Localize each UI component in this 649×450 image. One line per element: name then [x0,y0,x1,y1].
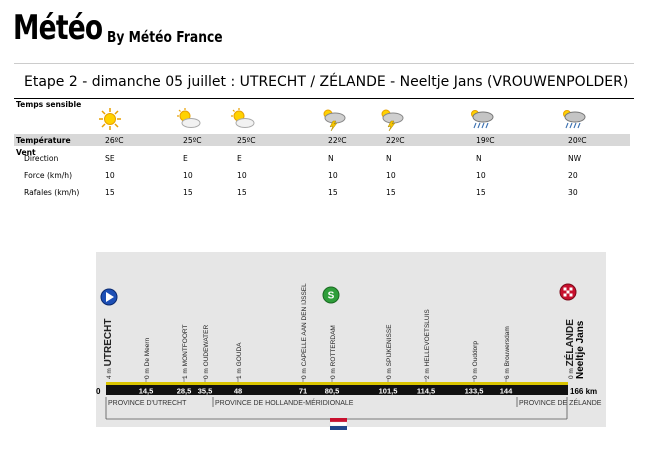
temperature-row-bg [14,134,630,146]
place-label: 6 m Brouwersdam [504,326,511,379]
direction-value: N [476,154,482,163]
km-label: 35,5 [198,387,213,396]
place-label: 1 m GOUDA [236,342,243,379]
km-label: 114,5 [417,387,435,396]
rain-icon [559,107,587,131]
km-label: 101,5 [379,387,398,396]
direction-value: N [386,154,392,163]
place-label: 1 m MONTFOORT [182,325,189,379]
gusts-value: 15 [328,188,338,197]
force-value: 10 [386,171,396,180]
storm-icon [377,107,405,132]
gusts-value: 15 [105,188,115,197]
km-label: 71 [299,387,307,396]
stage-profile: 0 166 km 4 m UTRECHT 14,5 0 m De Meern 28,5… [96,252,606,430]
page-title: Météo [13,8,103,48]
temp-value: 25ºC [237,136,256,145]
gusts-value: 30 [568,188,578,197]
km-label: 144 [500,387,513,396]
km-label: 14,5 [139,387,154,396]
place-label: 0 m CAPELLE AAN DEN IJSSEL [301,283,308,379]
gusts-value: 15 [386,188,396,197]
temp-value: 25ºC [183,136,202,145]
place-label: 0 m ROTTERDAM [330,325,337,379]
place-label: 0 m SPIJKENISSE [386,324,393,379]
force-value: 20 [568,171,578,180]
place-label: 4 m UTRECHT [103,319,114,379]
gusts-value: 15 [237,188,247,197]
profile-background [96,252,606,427]
direction-value: N [328,154,334,163]
label-temperature: Température [16,136,71,145]
sun-icon [96,107,124,131]
label-wind: Vent [16,148,36,157]
label-gusts: Rafales (km/h) [24,188,80,197]
place-label: 0 m OUDEWATER [203,325,210,379]
force-value: 10 [476,171,486,180]
temp-value: 22ºC [386,136,405,145]
sprint-label: S [328,291,335,302]
place-label: 0 m Ouddorp [472,341,479,379]
temp-value: 22ºC [328,136,347,145]
byline: By Météo France [107,28,223,46]
start-icon [100,288,118,306]
label-direction: Direction [24,154,59,163]
netherlands-flag-icon [329,418,348,430]
finish-sublabel: Neeltje Jans [575,320,586,379]
province-zuid-holland: PROVINCE DE HOLLANDE-MÉRIDIONALE [215,398,354,407]
rain-icon [467,107,495,131]
km-label: 28,5 [177,387,192,396]
finish-icon [559,283,577,301]
direction-value: SE [105,154,115,163]
force-value: 10 [105,171,115,180]
temp-value: 19ºC [476,136,495,145]
km-label: 133,5 [465,387,484,396]
km-start: 0 [96,387,101,396]
place-label: 0 m De Meern [144,337,151,379]
stage-heading-box: Etape 2 - dimanche 05 juillet : UTRECHT … [14,63,634,99]
km-label: 48 [234,387,242,396]
gusts-value: 15 [183,188,193,197]
province-utrecht: PROVINCE D'UTRECHT [108,400,187,407]
place-label: 0 m ZÉLANDE [563,319,576,379]
province-zeeland: PROVINCE DE ZÉLANDE [519,398,602,407]
profile-road [106,382,568,385]
sun-cloud-icon [174,107,202,131]
temp-value: 26ºC [105,136,124,145]
force-value: 10 [237,171,247,180]
sun-cloud-icon [228,107,256,131]
gusts-value: 15 [476,188,486,197]
stage-heading: Etape 2 - dimanche 05 juillet : UTRECHT … [24,74,629,90]
profile-base [106,385,568,395]
storm-icon [319,107,347,132]
label-sky: Temps sensible [16,100,82,109]
force-value: 10 [328,171,338,180]
sprint-icon: S [322,286,340,304]
direction-value: NW [568,154,582,163]
place-label: 2 m HELLEVOETSLUIS [424,309,431,379]
direction-value: E [183,154,188,163]
direction-value: E [237,154,242,163]
force-value: 10 [183,171,193,180]
label-force: Force (km/h) [24,171,73,180]
km-label: 80,5 [325,387,340,396]
temp-value: 20ºC [568,136,587,145]
km-end: 166 km [570,387,597,396]
profile-places: 4 m UTRECHT 14,5 0 m De Meern 28,5 1 m MONTF… [100,283,586,396]
